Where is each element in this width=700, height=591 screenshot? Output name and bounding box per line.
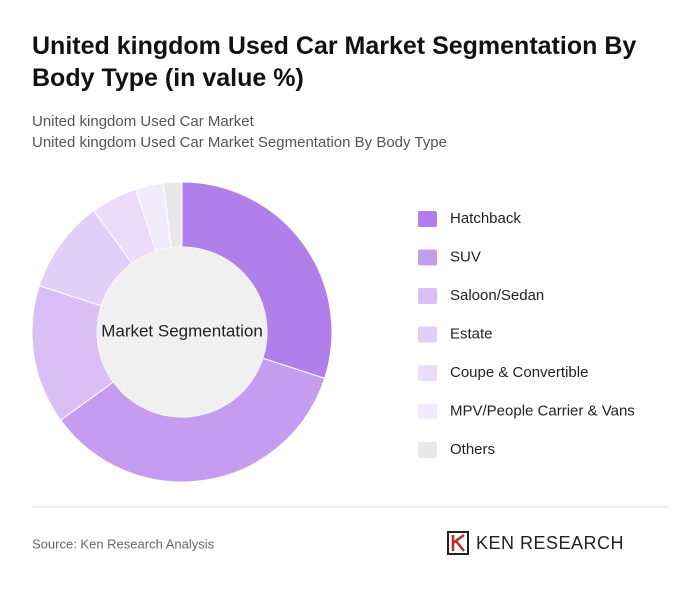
legend-label: Saloon/Sedan — [450, 287, 544, 304]
subtitle: United kingdom Used Car Market — [32, 113, 254, 130]
legend-swatch — [418, 326, 437, 343]
legend-swatch — [418, 442, 437, 458]
source: Source: Ken Research Analysis — [32, 536, 215, 551]
legend-label: SUV — [450, 248, 481, 265]
legend-label: MPV/People Carrier & Vans — [450, 402, 635, 419]
center-label: Market Segmentation — [101, 321, 263, 340]
legend-label: Hatchback — [450, 210, 521, 227]
subtitle: United kingdom Used Car Market Segmentat… — [32, 134, 447, 151]
donut-hole — [97, 247, 267, 417]
legend-label: Others — [450, 441, 495, 458]
legend-swatch — [418, 403, 437, 420]
chart-title: United kingdom Used Car Market Segmentat… — [32, 32, 637, 92]
legend-label: Coupe & Convertible — [450, 364, 588, 381]
logo-icon — [447, 531, 469, 555]
logo: KEN RESEARCH — [447, 531, 624, 555]
logo-mark — [451, 533, 465, 552]
legend-swatch — [418, 365, 437, 381]
legend-swatch — [418, 249, 437, 266]
legend-label: Estate — [450, 325, 493, 342]
legend-swatch — [418, 211, 437, 227]
legend-swatch — [418, 288, 437, 304]
brand: KEN RESEARCH — [476, 533, 624, 553]
